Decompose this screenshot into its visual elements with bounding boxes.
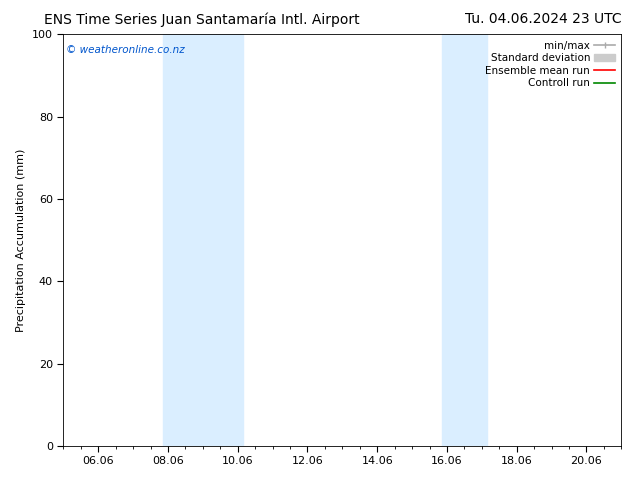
Bar	[163, 34, 243, 446]
Text: ENS Time Series Juan Santamaría Intl. Airport: ENS Time Series Juan Santamaría Intl. Ai…	[44, 12, 360, 27]
Bar	[442, 34, 487, 446]
Y-axis label: Precipitation Accumulation (mm): Precipitation Accumulation (mm)	[16, 148, 27, 332]
Text: © weatheronline.co.nz: © weatheronline.co.nz	[66, 45, 185, 54]
Text: Tu. 04.06.2024 23 UTC: Tu. 04.06.2024 23 UTC	[465, 12, 621, 26]
Legend: min/max, Standard deviation, Ensemble mean run, Controll run: min/max, Standard deviation, Ensemble me…	[481, 36, 619, 93]
